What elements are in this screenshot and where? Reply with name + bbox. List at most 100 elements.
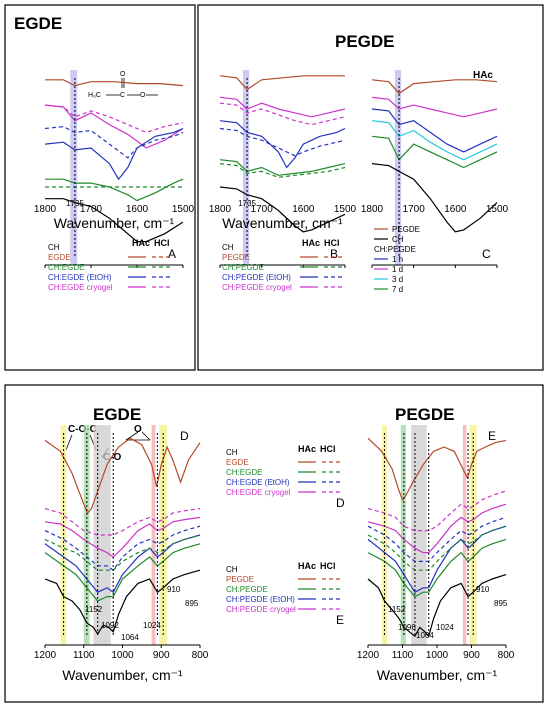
series-line-D-1	[44, 516, 201, 558]
x-tick-label-E-2: 1000	[426, 650, 449, 661]
x-tick-label-B-3: 1500	[334, 204, 357, 215]
label-epoxide-o: O	[134, 424, 142, 435]
plot-panel-C: 1800 1700 1600 1500 C HAc	[361, 70, 509, 268]
legend-header-hac-A: HAc	[132, 238, 150, 248]
legend-item-C-1: CH	[392, 235, 404, 244]
peak-label-A: 1735	[66, 199, 84, 208]
title-top-left: EGDE	[14, 14, 62, 33]
legend-item-B-2: CH:PEGDE	[222, 263, 264, 272]
x-tick-label-D-1: 1100	[73, 650, 95, 661]
peak-label-D-4: 910	[167, 585, 181, 594]
legend-header-hac-B: HAc	[302, 238, 320, 248]
series-line-A-4	[44, 125, 184, 159]
series-line-E-1	[367, 503, 507, 554]
series-line-C-4	[371, 135, 498, 169]
series-line-C-2	[371, 108, 498, 153]
series-line-A-1	[44, 104, 184, 149]
legend-item-C-4: 1 d	[392, 265, 403, 274]
series-line-A-3	[44, 127, 184, 181]
legend-panel-tag-E: E	[336, 613, 344, 627]
legend-item-E-3: CH:PEGDE (EtOH)	[226, 595, 295, 604]
panel-label-A: A	[168, 247, 176, 261]
x-tick-label-E-1: 1100	[392, 650, 414, 661]
peak-label-E-0: 1152	[388, 605, 406, 614]
legend-panel-tag-D: D	[336, 496, 345, 510]
band-E-3	[462, 425, 467, 645]
series-line-C-0	[371, 79, 498, 95]
legend-item-A-0: CH	[48, 243, 60, 252]
legend-item-E-0: CH	[226, 565, 238, 574]
series-line-D-7	[44, 569, 201, 636]
peak-label-D-1: 1092	[101, 621, 119, 630]
legend-header-hcl-B: HCl	[324, 238, 340, 248]
x-tick-label-B-2: 1600	[292, 204, 315, 215]
legend-item-E-1: PEGDE	[226, 575, 254, 584]
series-line-E-6	[367, 525, 507, 571]
x-axis-label-E: Wavenumber, cm⁻¹	[377, 667, 498, 683]
x-tick-label-D-4: 800	[192, 650, 209, 661]
panel-label-E: E	[488, 429, 496, 443]
band-D-3	[151, 425, 156, 645]
series-line-C-5	[371, 163, 498, 233]
series-line-A-7	[45, 198, 184, 243]
series-line-B-6	[219, 163, 346, 178]
x-tick-label-C-0: 1800	[361, 204, 384, 215]
series-line-B-4	[219, 127, 346, 157]
legend-item-A-2: CH:EGDE	[48, 263, 84, 272]
x-tick-label-D-2: 1000	[111, 650, 134, 661]
x-tick-label-E-4: 800	[498, 650, 515, 661]
legend-item-B-4: CH:PEGDE cryogel	[222, 283, 292, 292]
peak-label-E-1: 1096	[398, 623, 416, 632]
legend-item-A-4: CH:EGDE cryogel	[48, 283, 113, 292]
series-line-D-6	[44, 534, 201, 571]
x-tick-label-B-0: 1800	[209, 204, 232, 215]
panel-label-B: B	[330, 247, 338, 261]
peak-label-D-3: 1024	[143, 621, 161, 630]
legend-item-C-5: 3 d	[392, 275, 403, 284]
band-B-0	[242, 70, 250, 265]
peak-label-E-5: 895	[494, 599, 508, 608]
legend-header-hcl-D: HCl	[320, 444, 336, 454]
peak-label-E-2: 1064	[416, 631, 434, 640]
structure-methyl: H₃C	[88, 92, 101, 99]
x-axis-label-A: Wavenumber, cm⁻¹	[54, 215, 175, 231]
legend-item-B-3: CH:PEGDE (EtOH)	[222, 273, 291, 282]
series-line-C-3	[371, 120, 498, 161]
series-line-B-0	[219, 75, 345, 91]
legend-item-E-2: CH:PEGDE	[226, 585, 268, 594]
panel-label-C: C	[482, 247, 491, 261]
x-axis-label-D: Wavenumber, cm⁻¹	[62, 667, 183, 683]
legend-item-A-3: CH:EGDE (EtOH)	[48, 273, 112, 282]
frame-top-right	[197, 4, 544, 371]
x-tick-label-C-2: 1600	[444, 204, 467, 215]
series-line-D-3	[44, 534, 201, 594]
panel-label-D: D	[180, 429, 189, 443]
peak-label-E-3: 1024	[436, 623, 454, 632]
x-axis-label-B: Wavenumber, cm⁻¹	[222, 215, 343, 231]
frame-top-left	[4, 4, 196, 371]
legend-item-A-1: EGDE	[48, 253, 71, 262]
series-line-D-5	[44, 543, 201, 602]
structure-ether-o: O	[140, 92, 146, 99]
series-line-B-3	[219, 120, 346, 169]
series-line-E-2	[367, 490, 507, 532]
band-E-2	[411, 425, 427, 645]
peak-label-D-0: 1152	[85, 605, 103, 614]
x-tick-label-C-3: 1500	[486, 204, 509, 215]
series-line-D-0	[44, 437, 201, 515]
legend-item-C-2: CH:PEGDE	[374, 245, 416, 254]
legend-item-D-2: CH:EGDE	[226, 468, 262, 477]
ester-structure: H₃C C O O	[88, 71, 158, 99]
series-line-E-7	[367, 574, 507, 638]
series-line-B-7	[219, 186, 346, 233]
